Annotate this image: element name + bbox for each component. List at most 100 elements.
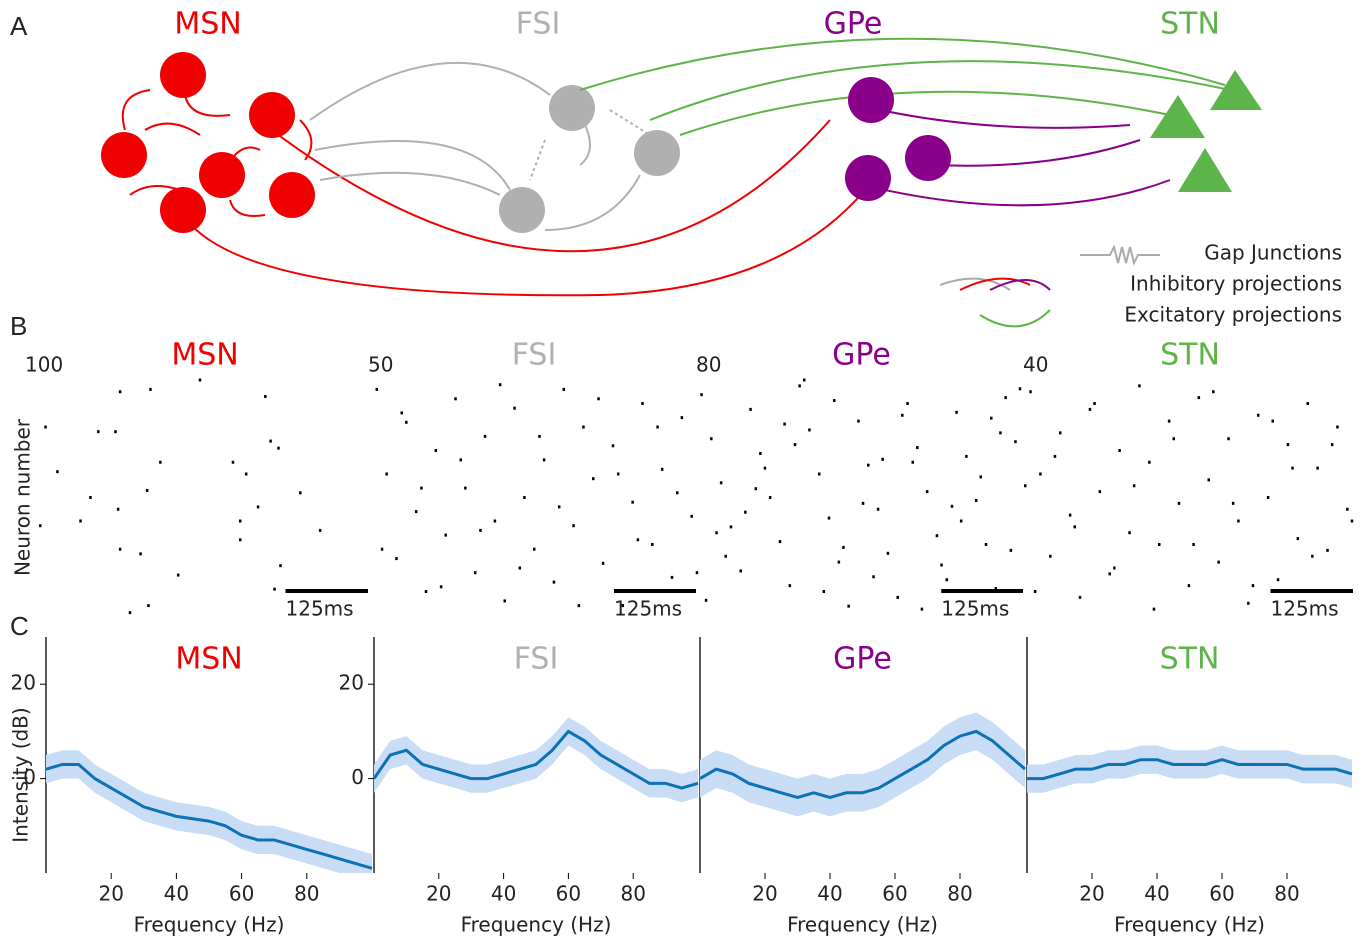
spike bbox=[503, 599, 506, 602]
spike bbox=[533, 548, 536, 551]
spike bbox=[867, 464, 870, 467]
spike bbox=[818, 473, 821, 476]
x-tick-label: 80 bbox=[1274, 882, 1299, 906]
spike bbox=[519, 567, 522, 570]
x-tick-label: 20 bbox=[98, 882, 123, 906]
population-label: STN bbox=[1160, 7, 1220, 42]
scale-bar-label: 125ms bbox=[941, 597, 1009, 621]
y-axis-label: Intensity (dB) bbox=[9, 707, 33, 842]
spike bbox=[1326, 549, 1329, 552]
spike bbox=[724, 555, 727, 558]
spike bbox=[1069, 514, 1072, 517]
spike bbox=[479, 529, 482, 532]
spike bbox=[1093, 402, 1096, 405]
spike bbox=[513, 407, 516, 410]
spike bbox=[553, 581, 556, 584]
spike bbox=[597, 397, 600, 400]
spike bbox=[79, 520, 82, 523]
neuron-count: 100 bbox=[25, 353, 63, 377]
spike bbox=[946, 578, 949, 581]
spike bbox=[1153, 608, 1156, 611]
neuron-count: 80 bbox=[696, 353, 721, 377]
spike bbox=[460, 458, 463, 461]
spike bbox=[264, 395, 267, 398]
spike bbox=[872, 575, 875, 578]
spike bbox=[1247, 602, 1250, 605]
spike bbox=[980, 475, 983, 478]
spike bbox=[444, 534, 447, 537]
spike bbox=[425, 590, 428, 593]
spike bbox=[1004, 396, 1007, 399]
panel-label: A bbox=[10, 11, 28, 41]
spike bbox=[1108, 572, 1111, 575]
spike bbox=[1113, 567, 1116, 570]
x-tick-label: 60 bbox=[882, 882, 907, 906]
y-axis-label: Neuron number bbox=[11, 418, 35, 576]
spike bbox=[1148, 461, 1151, 464]
confidence-band bbox=[374, 717, 698, 802]
spike bbox=[381, 548, 384, 551]
spike bbox=[887, 552, 890, 555]
spike bbox=[44, 426, 47, 429]
spike bbox=[912, 461, 915, 464]
spike bbox=[857, 420, 860, 423]
y-tick-label: 0 bbox=[351, 765, 364, 789]
spectrum-title: MSN bbox=[175, 642, 242, 677]
spike bbox=[955, 411, 958, 414]
spike bbox=[1287, 443, 1290, 446]
spike bbox=[1272, 420, 1275, 423]
neuron-count: 50 bbox=[368, 353, 393, 377]
spike bbox=[896, 596, 899, 599]
spike bbox=[299, 491, 302, 494]
spike bbox=[149, 388, 152, 391]
spike bbox=[1178, 502, 1181, 505]
spike bbox=[1024, 484, 1027, 487]
spike bbox=[543, 458, 546, 461]
spike bbox=[759, 452, 762, 455]
spike bbox=[1346, 508, 1349, 511]
x-axis-label: Frequency (Hz) bbox=[134, 913, 285, 937]
x-tick-label: 40 bbox=[817, 882, 842, 906]
spike bbox=[454, 397, 457, 400]
x-tick-label: 60 bbox=[229, 882, 254, 906]
raster-title: STN bbox=[1160, 338, 1220, 373]
spike bbox=[1331, 443, 1334, 446]
spike bbox=[783, 423, 786, 426]
spike bbox=[273, 588, 276, 591]
x-tick-label: 40 bbox=[1144, 882, 1169, 906]
x-axis-label: Frequency (Hz) bbox=[1114, 913, 1265, 937]
spike bbox=[877, 508, 880, 511]
spike bbox=[1168, 420, 1171, 423]
spike bbox=[960, 520, 963, 523]
x-tick-label: 20 bbox=[426, 882, 451, 906]
population-label: GPe bbox=[824, 7, 883, 42]
spike bbox=[710, 437, 713, 440]
spike bbox=[1158, 543, 1161, 546]
spike bbox=[749, 408, 752, 411]
spike bbox=[395, 557, 398, 560]
x-tick-label: 80 bbox=[947, 882, 972, 906]
spike bbox=[769, 496, 772, 499]
raster-title: FSI bbox=[512, 338, 557, 373]
spike bbox=[1074, 525, 1077, 528]
spike bbox=[376, 388, 379, 391]
spike bbox=[926, 490, 929, 493]
spike bbox=[494, 520, 497, 523]
spike bbox=[1232, 502, 1235, 505]
y-tick-label: 20 bbox=[339, 671, 364, 695]
spike bbox=[671, 576, 674, 579]
spike bbox=[146, 489, 149, 492]
x-tick-label: 20 bbox=[1079, 882, 1104, 906]
confidence-band bbox=[700, 713, 1025, 817]
spike bbox=[1351, 520, 1354, 523]
spike bbox=[538, 435, 541, 438]
spike bbox=[1099, 490, 1102, 493]
spectrum-title: STN bbox=[1160, 642, 1220, 677]
spike bbox=[1118, 449, 1121, 452]
spike bbox=[936, 534, 939, 537]
spike bbox=[631, 501, 634, 504]
spike bbox=[474, 571, 477, 574]
spike bbox=[906, 402, 909, 405]
spike bbox=[1019, 387, 1022, 390]
spike bbox=[661, 468, 664, 471]
